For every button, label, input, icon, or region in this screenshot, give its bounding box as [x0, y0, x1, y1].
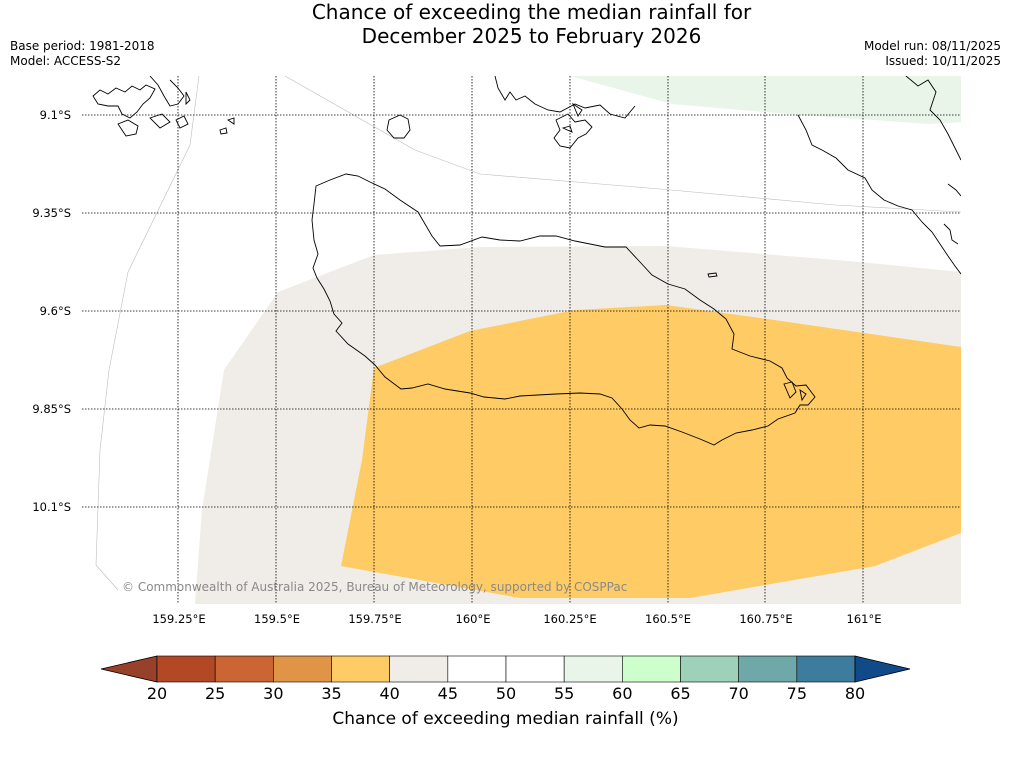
lat-label: 9.35°S [32, 206, 71, 220]
colorbar-tick-label: 45 [437, 684, 458, 703]
lon-label: 160.5°E [645, 612, 691, 626]
lon-label: 159.5°E [254, 612, 300, 626]
lon-label: 159.25°E [152, 612, 206, 626]
colorbar-tick-label: 50 [495, 684, 517, 703]
colorbar-tick-label: 20 [146, 684, 168, 703]
coastline-guadalcanal [311, 173, 816, 446]
meta-left: Base period: 1981-2018 Model: ACCESS-S2 [10, 39, 155, 69]
colorbar-tick-label: 25 [204, 684, 226, 703]
lat-label: 9.1°S [39, 108, 71, 122]
lon-label: 160.75°E [739, 612, 793, 626]
coastline-russell-islands [92, 84, 156, 119]
graticule [82, 76, 961, 604]
colorbar-tick-label: 80 [844, 684, 866, 703]
map-title: Chance of exceeding the median rainfall … [0, 0, 1011, 48]
colorbar-tick-label: 55 [553, 684, 575, 703]
title-line-1: Chance of exceeding the median rainfall … [311, 0, 752, 24]
model-name: Model: ACCESS-S2 [10, 54, 122, 68]
model-run: Model run: 08/11/2025 [863, 39, 1001, 53]
lon-label: 160.25°E [543, 612, 597, 626]
lat-label: 9.85°S [32, 402, 71, 416]
coastline-islet-east [707, 272, 718, 278]
coastline-islet-north [386, 114, 411, 139]
issued-date: Issued: 10/11/2025 [885, 54, 1001, 68]
base-period: Base period: 1981-2018 [10, 39, 155, 53]
colorbar-tick-label: 30 [263, 684, 284, 703]
lat-label: 10.1°S [32, 500, 71, 514]
meta-right: Model run: 08/11/2025 Issued: 10/11/2025 [864, 39, 1001, 69]
coastline-florida-islands [553, 102, 593, 149]
title-line-2: December 2025 to February 2026 [361, 24, 702, 48]
lat-label: 9.6°S [39, 304, 71, 318]
region-55-60 [570, 76, 961, 124]
colorbar-tick-label: 70 [728, 684, 749, 703]
colorbar-tick-label: 40 [379, 684, 400, 703]
lon-label: 161°E [846, 612, 882, 626]
region-35-40 [341, 305, 961, 598]
coastlines [92, 76, 961, 446]
colorbar-tick-label: 60 [612, 684, 633, 703]
colorbar-tick-label: 65 [670, 684, 691, 703]
colorbar-tick-label: 35 [321, 684, 342, 703]
lon-label: 159.75°E [348, 612, 402, 626]
coastline-malaita [797, 114, 961, 275]
copyright-notice: © Commonwealth of Australia 2025, Bureau… [122, 580, 628, 594]
colorbar-tick-label: 75 [786, 684, 807, 703]
lon-label: 160°E [455, 612, 491, 626]
colorbar-label: Chance of exceeding median rainfall (%) [332, 709, 679, 729]
